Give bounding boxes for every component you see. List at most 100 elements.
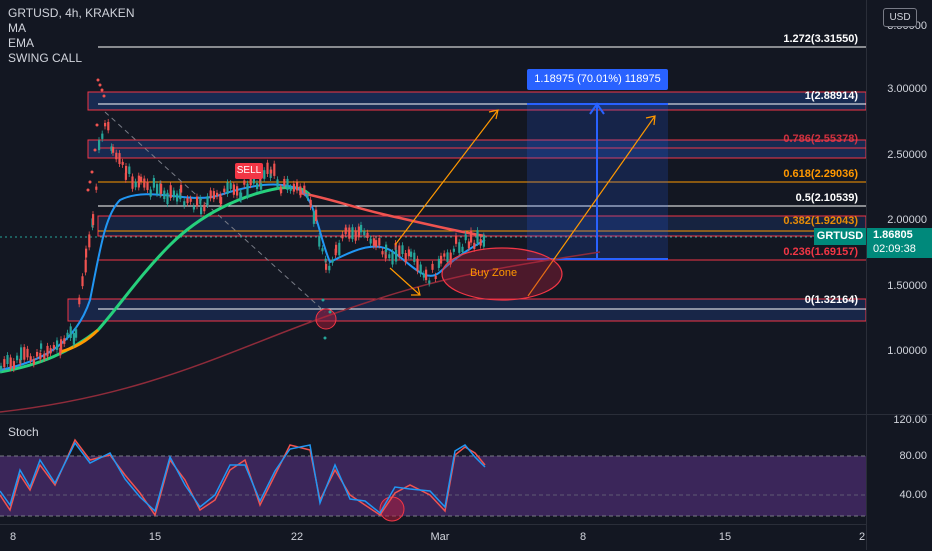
candle <box>143 178 146 188</box>
resistance-zone-mid <box>87 139 867 159</box>
candle <box>160 183 163 194</box>
currency-button[interactable]: USD <box>883 8 917 27</box>
candle <box>179 188 182 200</box>
arrow-up-2 <box>527 115 656 297</box>
candle <box>372 238 375 246</box>
candle <box>32 359 35 365</box>
resistance-zone-top <box>87 91 867 111</box>
candlesticks <box>0 118 485 373</box>
date-label: 8 <box>579 531 587 543</box>
candle <box>56 340 59 350</box>
candle <box>243 180 246 185</box>
stoch-pane[interactable] <box>0 415 866 524</box>
buy-zone-label: Buy Zone <box>470 267 518 279</box>
candle <box>431 263 434 270</box>
candle <box>437 258 440 268</box>
candle <box>81 276 84 287</box>
candle <box>192 206 195 210</box>
candle <box>226 182 229 194</box>
price-chart-canvas <box>0 46 867 413</box>
candle <box>394 242 397 250</box>
candle <box>270 169 273 174</box>
candle <box>256 183 259 189</box>
candle <box>306 193 309 198</box>
candle <box>180 184 183 193</box>
stoch-axis-label: 120.00 <box>893 414 927 426</box>
candle <box>276 179 279 187</box>
date-label: 8 <box>9 531 17 543</box>
candle <box>345 227 348 232</box>
candle <box>146 181 149 190</box>
candle <box>461 246 464 253</box>
candle <box>39 352 42 360</box>
indicator-ema[interactable]: EMA <box>8 36 35 50</box>
candle <box>84 259 87 273</box>
candle <box>467 241 470 249</box>
date-axis[interactable]: 8 15 22 Mar 8 15 2 <box>0 524 866 551</box>
candle <box>152 178 155 188</box>
candle <box>36 351 39 357</box>
candle <box>259 176 262 187</box>
candle <box>49 348 52 354</box>
candle <box>166 192 169 205</box>
candle <box>59 347 62 356</box>
ema-blue-line <box>0 183 486 371</box>
candle <box>309 199 312 208</box>
candle <box>220 197 223 205</box>
date-label: 2 <box>858 531 866 543</box>
candle <box>464 234 467 241</box>
price-label: 1.50000 <box>887 280 927 292</box>
candle <box>88 234 91 248</box>
price-axis[interactable]: 3.50000 3.00000 2.50000 2.00000 1.50000 … <box>866 0 932 550</box>
candle <box>23 347 26 360</box>
candle <box>72 332 75 345</box>
price-chart[interactable]: GRTUSD, 4h, KRAKEN MA EMA SWING CALL 1.1… <box>0 0 867 414</box>
candle <box>263 170 266 179</box>
stoch-title[interactable]: Stoch <box>8 425 39 439</box>
candle <box>363 231 366 236</box>
candle <box>440 255 443 264</box>
candle <box>6 355 9 364</box>
symbol-title[interactable]: GRTUSD, 4h, KRAKEN <box>8 6 135 20</box>
candle <box>315 209 318 222</box>
candle <box>419 264 422 274</box>
fib-label-1: 1(2.88914) <box>804 90 858 102</box>
candle <box>156 184 159 194</box>
candle <box>455 235 458 244</box>
candle <box>52 345 55 349</box>
pane-separator[interactable] <box>0 414 932 415</box>
candle <box>29 356 32 361</box>
candle <box>283 178 286 186</box>
candle <box>19 358 22 364</box>
candle <box>410 251 413 257</box>
indicator-swing-call[interactable]: SWING CALL <box>8 51 83 65</box>
candle <box>229 183 232 189</box>
candle <box>413 252 416 262</box>
candle <box>318 236 321 247</box>
swing-call-dots-low <box>321 298 332 340</box>
candle <box>85 248 88 258</box>
stoch-k-line <box>0 441 486 515</box>
candle <box>183 201 186 206</box>
buy-zone-ellipse <box>441 247 563 301</box>
candle <box>236 186 239 196</box>
candle <box>280 187 283 194</box>
candle <box>388 254 391 259</box>
candle <box>163 190 166 200</box>
candle <box>199 197 202 204</box>
candle <box>360 224 363 233</box>
candle <box>104 122 107 127</box>
candle <box>321 248 324 252</box>
candle <box>338 242 341 256</box>
date-label: 15 <box>148 531 162 543</box>
indicator-ma[interactable]: MA <box>8 21 26 35</box>
candle <box>118 153 121 164</box>
candle <box>404 253 407 263</box>
date-label: 15 <box>718 531 732 543</box>
fib-label-0382: 0.382(1.92043) <box>783 215 858 227</box>
candle <box>434 275 437 279</box>
candle <box>470 230 473 243</box>
candle <box>357 226 360 238</box>
candle <box>149 189 152 197</box>
candle <box>26 348 29 358</box>
